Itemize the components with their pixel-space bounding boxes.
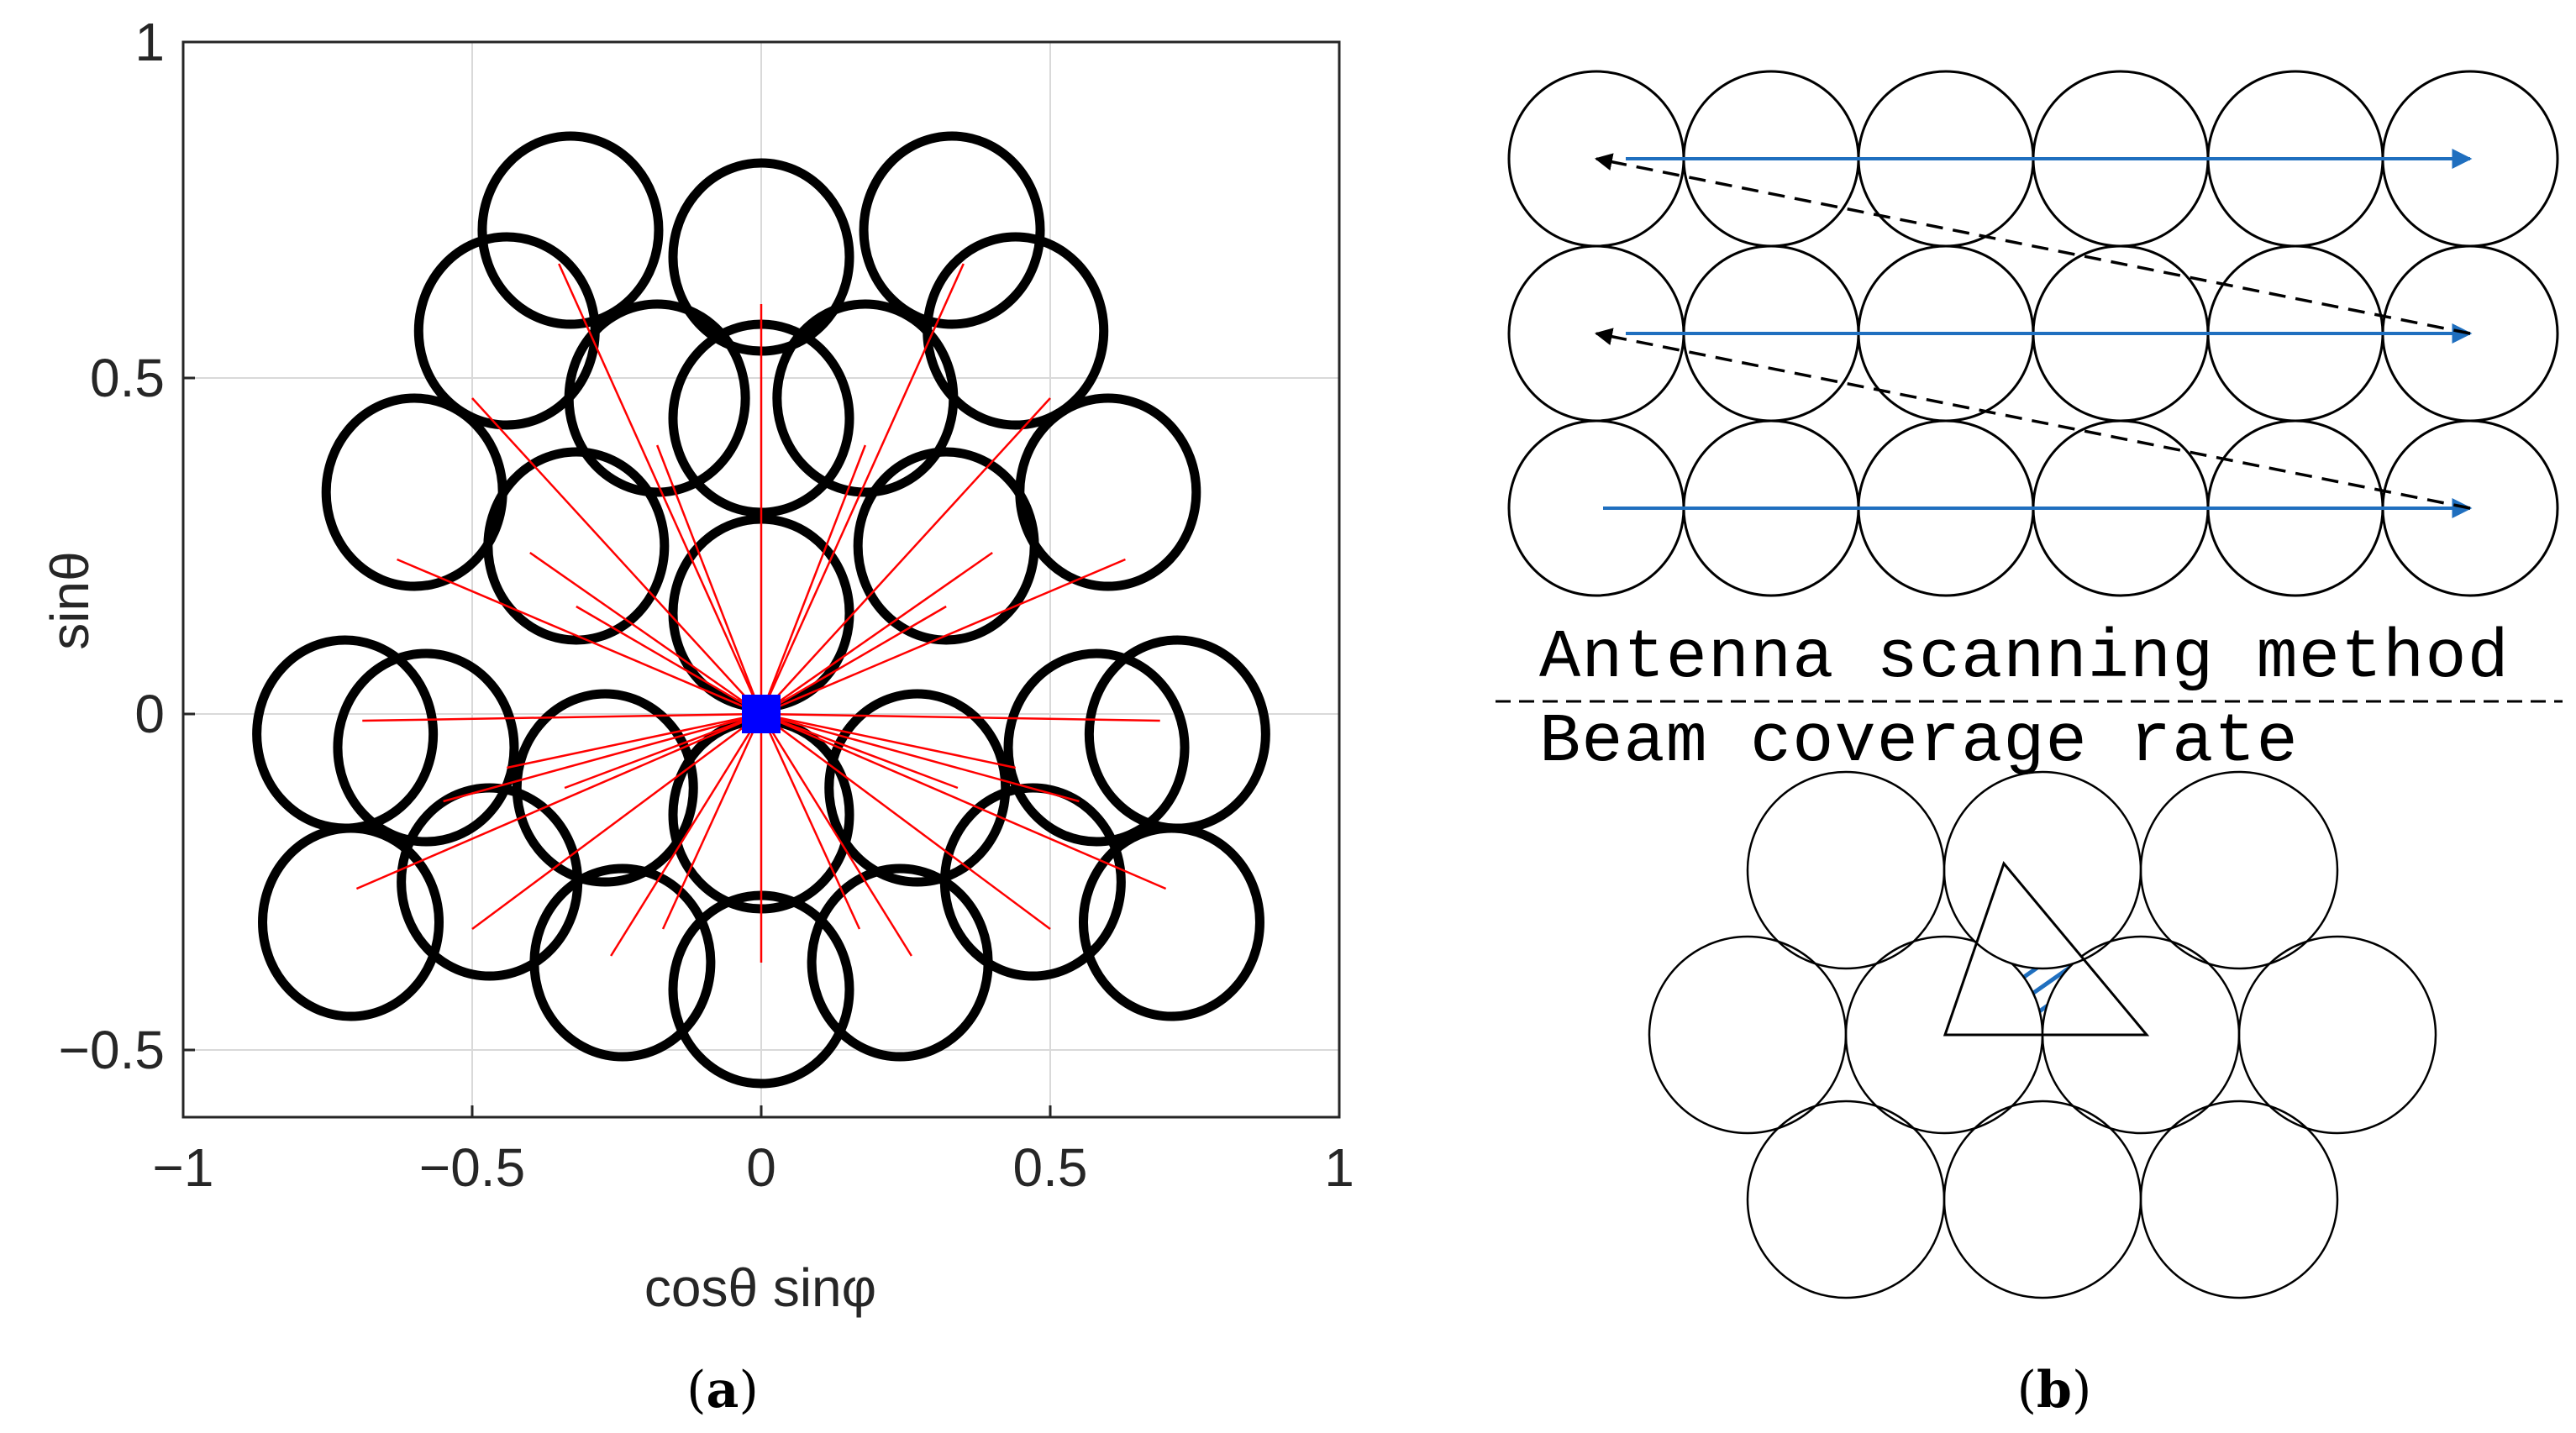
beam-ray xyxy=(355,712,762,890)
return-arrow-2 xyxy=(1594,328,2471,510)
beam-ray xyxy=(760,712,1080,803)
beam-contour xyxy=(853,447,1039,645)
coverage-beam-circle xyxy=(2139,770,2339,970)
coverage-gap-hatch xyxy=(1945,863,2147,1035)
coverage-triangle-outline xyxy=(1943,860,2150,1037)
panel-b-diagram: Antenna scanning method Beam coverage ra… xyxy=(1496,70,2563,1420)
origin-marker xyxy=(742,695,781,733)
coverage-beam-circle xyxy=(1648,935,1848,1135)
beam-contour xyxy=(512,689,698,887)
beam-contour xyxy=(477,131,664,329)
coverage-rate-label: Beam coverage rate xyxy=(1539,703,2299,781)
panel-b-caption: (b) xyxy=(2017,1361,2092,1420)
x-tick-label: 0 xyxy=(746,1137,776,1198)
coverage-beam-circle xyxy=(1943,1100,2142,1299)
y-axis-label: sinθ xyxy=(39,551,100,649)
coverage-beam-circle xyxy=(1746,1100,1946,1299)
beam-contour xyxy=(807,863,993,1062)
beam-contour xyxy=(923,232,1109,430)
beam-contour xyxy=(413,232,600,430)
coverage-beam-grid xyxy=(1648,770,2437,1299)
x-axis-label: cosθ sinφ xyxy=(644,1257,876,1318)
beam-ray xyxy=(760,712,1160,722)
x-tick-label: 1 xyxy=(1324,1137,1354,1198)
beam-rays xyxy=(355,263,1167,963)
beam-ray xyxy=(362,712,762,722)
y-tick-label: −0.5 xyxy=(59,1020,165,1080)
beam-ray xyxy=(760,713,861,930)
beam-contour xyxy=(1078,823,1264,1021)
beam-contour xyxy=(321,393,507,591)
beam-contour xyxy=(824,689,1011,887)
x-tick-label: −0.5 xyxy=(419,1137,525,1198)
beam-contour xyxy=(1015,393,1201,591)
x-tick-label: 0.5 xyxy=(1013,1137,1088,1198)
beam-ray xyxy=(576,605,762,716)
beam-ray xyxy=(471,397,762,715)
y-tick-label: 0.5 xyxy=(90,348,165,408)
beam-ray xyxy=(443,712,762,803)
scanning-path xyxy=(1594,149,2473,518)
beam-ray xyxy=(760,558,1126,716)
beam-ray xyxy=(655,444,763,715)
beam-contour xyxy=(1003,648,1190,847)
tick-labels: −1 −0.5 0 0.5 1 −0.5 0 0.5 1 xyxy=(59,12,1354,1198)
beam-ray xyxy=(760,397,1051,715)
x-tick-label: −1 xyxy=(153,1137,214,1198)
coverage-beam-circle xyxy=(1746,770,1946,970)
y-tick-label: 1 xyxy=(134,12,165,72)
beam-contour xyxy=(529,863,716,1062)
beam-ray xyxy=(760,712,1051,931)
return-arrow-1 xyxy=(1594,153,2471,335)
beam-contour xyxy=(1084,635,1270,833)
coverage-beam-circle xyxy=(2139,1100,2339,1299)
beam-ray xyxy=(760,713,912,957)
beam-ray xyxy=(760,551,993,716)
beam-ray xyxy=(507,712,762,769)
beam-ray xyxy=(564,712,762,790)
beam-ray xyxy=(661,713,763,930)
beam-ray xyxy=(610,713,763,957)
covered-region xyxy=(1945,935,2044,1035)
beam-ray xyxy=(529,551,762,716)
beam-ray xyxy=(760,605,947,716)
beam-ray xyxy=(760,712,1167,890)
beam-ray xyxy=(760,444,867,715)
beam-ray xyxy=(760,712,959,790)
panel-a-chart: −1 −0.5 0 0.5 1 −0.5 0 0.5 1 cosθ sinφ sinθ (a) xyxy=(39,12,1354,1420)
scanning-method-label: Antenna scanning method xyxy=(1539,619,2510,697)
beam-ray xyxy=(471,712,762,931)
coverage-triangle xyxy=(1943,860,2150,1037)
beam-ray xyxy=(397,558,762,716)
beam-contour xyxy=(333,648,519,847)
coverage-beam-circle xyxy=(2237,935,2437,1135)
beam-ray xyxy=(760,263,965,715)
beam-ray xyxy=(760,712,1016,769)
beam-ray xyxy=(558,263,763,715)
beam-contour xyxy=(258,823,444,1021)
beam-contour xyxy=(252,635,439,833)
panel-a-caption: (a) xyxy=(686,1361,759,1420)
beam-contour xyxy=(859,131,1045,329)
y-tick-label: 0 xyxy=(134,684,165,744)
beam-contour xyxy=(483,447,670,645)
